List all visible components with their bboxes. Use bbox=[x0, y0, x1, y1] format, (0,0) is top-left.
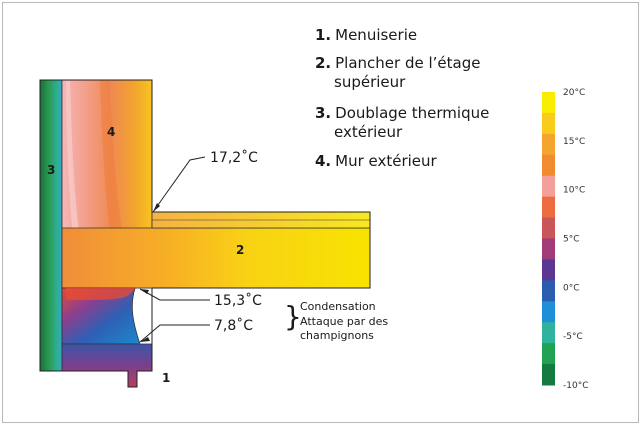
arrow-mid bbox=[140, 289, 149, 294]
arrow-top bbox=[153, 203, 160, 212]
leader-low bbox=[139, 324, 210, 343]
scale-segment bbox=[542, 259, 555, 281]
part-label-2: 2 bbox=[236, 243, 244, 257]
scale-label: -10°C bbox=[563, 381, 588, 391]
scale-label: 5°C bbox=[563, 235, 580, 245]
scale-segment bbox=[542, 175, 555, 198]
scale-label: -5°C bbox=[563, 332, 583, 342]
mold-label-1: Attaque par des bbox=[300, 315, 388, 328]
scale-segment bbox=[542, 238, 555, 260]
arrow-low bbox=[140, 337, 150, 342]
mold-label-2: champignons bbox=[300, 329, 374, 342]
scale-label: 0°C bbox=[563, 283, 580, 293]
part-label-3: 3 bbox=[47, 163, 55, 177]
assembly-outline bbox=[39, 79, 371, 388]
scale-label: 15°C bbox=[563, 137, 585, 147]
legend-item-3: 3. Doublage thermique bbox=[315, 104, 489, 122]
scale-segment bbox=[542, 112, 555, 135]
part-label-1: 1 bbox=[162, 371, 170, 385]
leader-top bbox=[152, 156, 206, 213]
wall-isotherm-band bbox=[66, 80, 88, 288]
scale-segment bbox=[542, 92, 555, 114]
floor-slab bbox=[61, 227, 371, 289]
scale-label: 10°C bbox=[563, 186, 585, 196]
insulation-layer bbox=[39, 79, 63, 372]
scale-segment bbox=[542, 280, 555, 302]
wall-isotherm-band-2 bbox=[100, 80, 132, 288]
part-label-4: 4 bbox=[107, 125, 115, 139]
scale-segment bbox=[542, 301, 555, 323]
scale-segment bbox=[542, 217, 555, 239]
scale-segment bbox=[542, 154, 555, 177]
temp-mid-label: 15,3˚C bbox=[214, 292, 262, 309]
temp-low-label: 7,8˚C bbox=[214, 317, 253, 334]
temperature-scale-labels: 20°C 15°C 10°C 5°C 0°C -5°C -10°C bbox=[563, 88, 588, 391]
scale-segment bbox=[542, 133, 555, 156]
scale-segment bbox=[542, 322, 555, 344]
legend-item-2: 2. Plancher de l’étage bbox=[315, 54, 480, 72]
temperature-scale bbox=[542, 92, 555, 386]
legend-item-1: 1. Menuiserie bbox=[315, 26, 417, 44]
legend-item-3-line2: extérieur bbox=[334, 123, 403, 141]
legend: 1. Menuiserie 2. Plancher de l’étage supér… bbox=[315, 26, 489, 170]
scale-segment bbox=[542, 196, 555, 219]
scale-segment bbox=[542, 343, 555, 365]
condensation-label: Condensation bbox=[300, 300, 376, 313]
legend-item-2-line2: supérieur bbox=[334, 73, 406, 91]
window-frame bbox=[61, 343, 153, 388]
brace: } bbox=[284, 300, 302, 333]
legend-item-4: 4. Mur extérieur bbox=[315, 152, 438, 170]
temp-top-label: 17,2˚C bbox=[210, 149, 258, 166]
leader-mid bbox=[139, 288, 210, 301]
scale-segment bbox=[542, 364, 555, 386]
window-reveal-warm bbox=[66, 288, 135, 300]
scale-label: 20°C bbox=[563, 88, 585, 98]
